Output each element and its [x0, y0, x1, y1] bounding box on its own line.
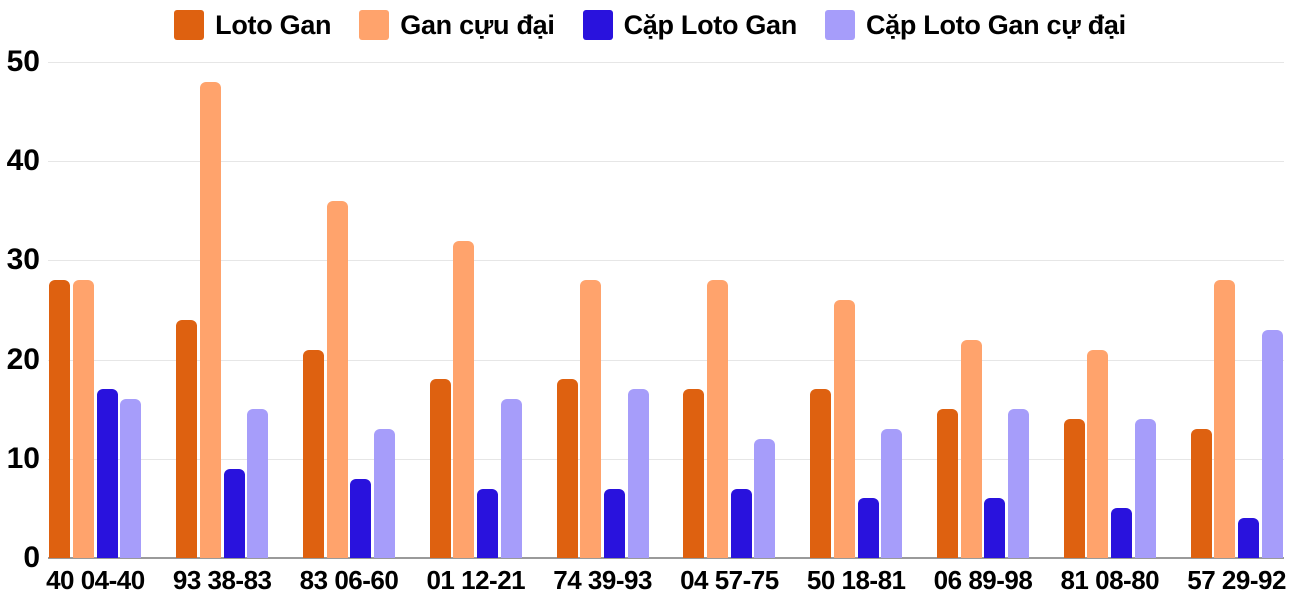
x-axis-label-2: 83 06-60: [299, 565, 399, 595]
y-tick-label-10: 10: [6, 441, 40, 475]
bar-9-series-3[interactable]: [1261, 329, 1283, 558]
gridline-y-30: [48, 260, 1284, 262]
bar-5-series-0[interactable]: [683, 389, 705, 558]
x-axis-label-1: 93 38-83: [172, 565, 272, 595]
bar-5-series-2[interactable]: [730, 488, 752, 558]
bar-6-series-2[interactable]: [857, 498, 879, 558]
bar-6-series-1[interactable]: [833, 300, 855, 558]
legend-item-2[interactable]: Cặp Loto Gan: [582, 9, 798, 41]
legend-swatch-icon: [359, 10, 390, 40]
bar-8-series-2[interactable]: [1111, 508, 1133, 558]
bar-group-7: [937, 62, 1029, 558]
bar-5-series-1[interactable]: [707, 280, 729, 558]
y-tick-label-0: 0: [23, 541, 40, 574]
x-axis-label-6: 50 18-81: [806, 565, 906, 595]
bar-4-series-3[interactable]: [627, 389, 649, 558]
bar-2-series-0[interactable]: [303, 349, 324, 558]
bar-2-series-1[interactable]: [326, 200, 348, 558]
gridline-y-10: [48, 458, 1284, 460]
y-tick-label-30: 30: [6, 243, 40, 277]
bar-1-series-3[interactable]: [247, 409, 269, 558]
bar-9-series-1[interactable]: [1214, 280, 1236, 558]
legend-swatch-icon: [824, 10, 855, 40]
legend-label: Loto Gan: [215, 9, 332, 40]
bar-8-series-0[interactable]: [1063, 419, 1085, 558]
bar-4-series-1[interactable]: [580, 280, 602, 558]
gridline-y-20: [48, 359, 1284, 361]
bar-0-series-2[interactable]: [96, 389, 118, 558]
bar-4-series-0[interactable]: [556, 379, 578, 558]
bar-3-series-2[interactable]: [477, 488, 499, 558]
x-axis-label-9: 57 29-92: [1187, 565, 1286, 595]
bar-8-series-3[interactable]: [1134, 419, 1156, 558]
bar-1-series-0[interactable]: [176, 319, 198, 558]
legend-swatch-icon: [174, 10, 205, 40]
gridline-y-50: [48, 62, 1284, 63]
bar-group-3: [429, 62, 522, 558]
legend-item-1[interactable]: Gan cựu đại: [359, 9, 555, 41]
bar-group-5: [683, 62, 776, 558]
bar-7-series-1[interactable]: [960, 339, 982, 558]
bar-group-8: [1063, 62, 1156, 558]
bar-6-series-3[interactable]: [881, 429, 903, 558]
chart-legend: Loto Gan Gan cựu đại Cặp Loto Gan Cặp Loto …: [0, 7, 1300, 43]
x-axis-label-8: 81 08-80: [1060, 565, 1160, 595]
bar-3-series-1[interactable]: [453, 240, 475, 558]
bar-group-0: [49, 62, 142, 558]
y-tick-label-40: 40: [6, 144, 40, 178]
bar-2-series-3[interactable]: [374, 429, 395, 558]
bar-0-series-1[interactable]: [73, 280, 95, 558]
bar-1-series-2[interactable]: [223, 468, 245, 558]
bar-group-4: [556, 62, 649, 558]
bar-group-1: [176, 62, 269, 558]
legend-label: Cặp Loto Gan cự đại: [865, 9, 1126, 40]
y-tick-label-20: 20: [6, 342, 40, 376]
bar-0-series-0[interactable]: [49, 280, 71, 558]
bar-9-series-2[interactable]: [1237, 518, 1259, 558]
bar-1-series-1[interactable]: [199, 81, 221, 558]
bar-group-2: [303, 62, 395, 558]
bar-0-series-3[interactable]: [120, 399, 142, 558]
legend-swatch-icon: [582, 10, 613, 40]
legend-item-0[interactable]: Loto Gan: [174, 9, 332, 41]
plot-area: [32, 62, 1300, 559]
bar-group-9: [1190, 62, 1283, 558]
legend-label: Gan cựu đại: [400, 9, 555, 40]
bar-2-series-2[interactable]: [350, 478, 372, 558]
bar-9-series-0[interactable]: [1190, 429, 1212, 558]
bar-8-series-1[interactable]: [1087, 349, 1109, 558]
x-axis-label-0: 40 04-40: [46, 565, 145, 595]
x-axis-label-7: 06 89-98: [933, 565, 1033, 595]
x-axis-label-5: 04 57-75: [680, 565, 779, 595]
bar-3-series-3[interactable]: [500, 399, 522, 558]
bar-5-series-3[interactable]: [754, 438, 776, 558]
bar-7-series-2[interactable]: [984, 498, 1006, 558]
x-axis-label-3: 01 12-21: [426, 565, 526, 595]
bar-4-series-2[interactable]: [603, 488, 625, 558]
x-axis-line: [48, 557, 1284, 559]
bar-group-6: [810, 62, 903, 558]
bar-7-series-3[interactable]: [1008, 409, 1029, 558]
bar-3-series-0[interactable]: [429, 379, 451, 558]
legend-item-3[interactable]: Cặp Loto Gan cự đại: [824, 9, 1126, 41]
bar-7-series-0[interactable]: [937, 409, 958, 558]
gridline-y-40: [48, 161, 1284, 163]
bar-6-series-0[interactable]: [810, 389, 832, 558]
legend-label: Cặp Loto Gan: [623, 9, 798, 40]
x-axis-label-4: 74 39-93: [553, 565, 652, 595]
y-tick-label-50: 50: [6, 45, 40, 78]
